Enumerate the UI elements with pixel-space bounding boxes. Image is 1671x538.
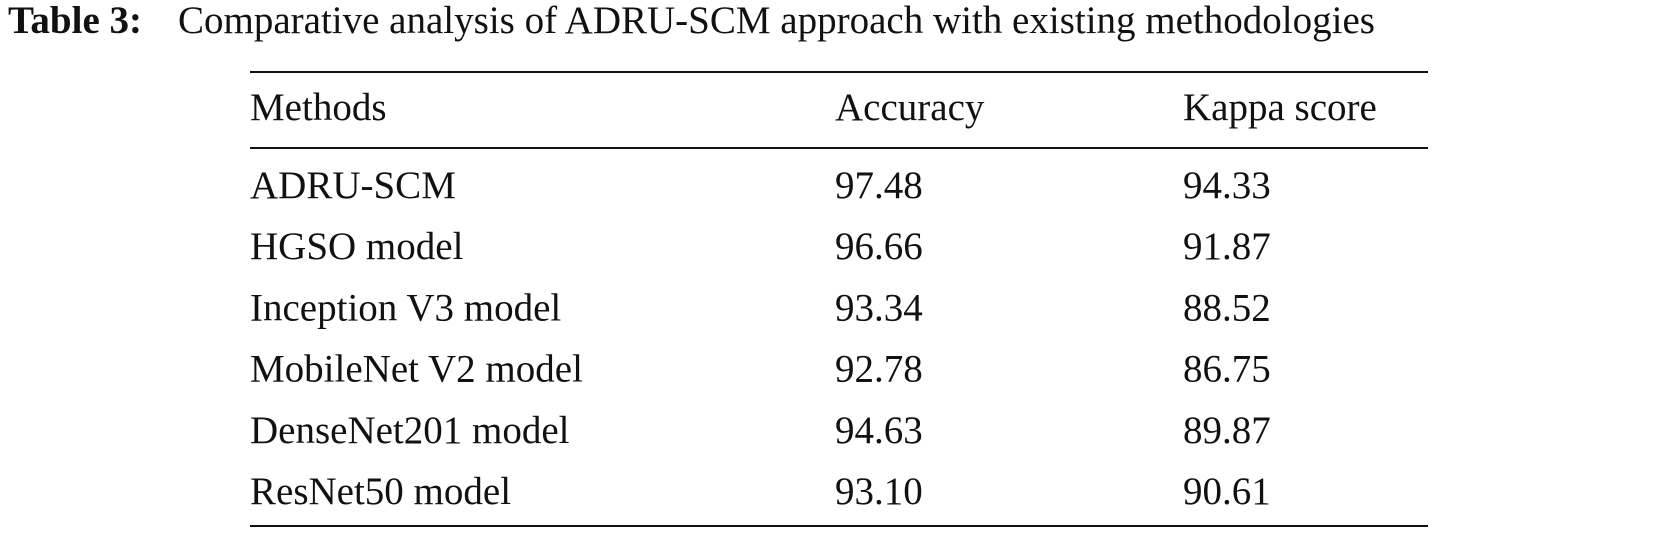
- caption-text: Comparative analysis of ADRU-SCM approac…: [178, 0, 1375, 42]
- cell-accuracy: 94.63: [835, 409, 923, 452]
- caption-label: Table 3:: [8, 0, 142, 42]
- cell-kappa-score: 91.87: [1183, 225, 1271, 268]
- cell-method: MobileNet V2 model: [250, 348, 583, 391]
- header-method: Methods: [250, 86, 387, 129]
- cell-accuracy: 96.66: [835, 225, 923, 268]
- header-kappa-score: Kappa score: [1183, 86, 1377, 129]
- cell-accuracy: 93.34: [835, 286, 923, 329]
- cell-kappa-score: 86.75: [1183, 348, 1271, 391]
- header-accuracy: Accuracy: [835, 86, 985, 129]
- cell-method: ADRU-SCM: [250, 164, 456, 207]
- cell-kappa-score: 94.33: [1183, 164, 1271, 207]
- cell-method: Inception V3 model: [250, 286, 561, 329]
- cell-method: HGSO model: [250, 225, 464, 268]
- cell-method: DenseNet201 model: [250, 409, 570, 452]
- cell-accuracy: 97.48: [835, 164, 923, 207]
- cell-accuracy: 92.78: [835, 348, 923, 391]
- cell-kappa-score: 88.52: [1183, 286, 1271, 329]
- cell-accuracy: 93.10: [835, 470, 923, 513]
- cell-method: ResNet50 model: [250, 470, 511, 513]
- cell-kappa-score: 89.87: [1183, 409, 1271, 452]
- cell-kappa-score: 90.61: [1183, 470, 1271, 513]
